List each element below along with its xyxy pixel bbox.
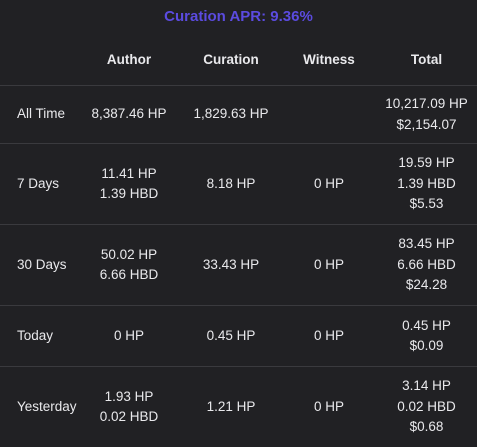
curation-value: 1,829.63 HP — [180, 104, 282, 125]
total-cell: 3.14 HP 0.02 HBD $0.68 — [376, 367, 477, 447]
table-row-today: Today 0 HP 0.45 HP 0 HP 0.45 HP $0.09 — [0, 306, 477, 367]
author-cell: 50.02 HP 6.66 HBD — [78, 225, 180, 306]
curation-value: 0.45 HP — [180, 326, 282, 347]
author-cell: 11.41 HP 1.39 HBD — [78, 144, 180, 225]
curation-value: 1.21 HP — [180, 397, 282, 418]
total-value-hp: 10,217.09 HP — [376, 94, 477, 115]
witness-value: 0 HP — [282, 397, 376, 418]
author-value-hbd: 1.39 HBD — [78, 184, 180, 205]
table-header-row: Author Curation Witness Total — [0, 33, 477, 86]
total-value-hbd: 0.02 HBD — [376, 397, 477, 418]
table-row-7-days: 7 Days 11.41 HP 1.39 HBD 8.18 HP 0 HP 19… — [0, 144, 477, 225]
total-cell: 83.45 HP 6.66 HBD $24.28 — [376, 225, 477, 306]
total-value-hp: 19.59 HP — [376, 153, 477, 174]
author-value-hbd: 6.66 HBD — [78, 265, 180, 286]
column-header-author: Author — [78, 33, 180, 86]
witness-cell: 0 HP — [282, 144, 376, 225]
total-value-hp: 0.45 HP — [376, 316, 477, 337]
column-header-label — [0, 33, 78, 86]
total-cell: 19.59 HP 1.39 HBD $5.53 — [376, 144, 477, 225]
author-value: 8,387.46 HP — [78, 104, 180, 125]
total-value-usd: $2,154.07 — [376, 115, 477, 136]
total-value-hp: 83.45 HP — [376, 234, 477, 255]
author-value-hp: 1.93 HP — [78, 387, 180, 408]
curation-value: 33.43 HP — [180, 255, 282, 276]
author-cell: 8,387.46 HP — [78, 86, 180, 144]
author-cell: 1.93 HP 0.02 HBD — [78, 367, 180, 447]
curation-cell: 0.45 HP — [180, 306, 282, 367]
witness-value: 0 HP — [282, 255, 376, 276]
rewards-table: Author Curation Witness Total All Time 8… — [0, 33, 477, 447]
row-label: Today — [0, 306, 78, 367]
column-header-curation: Curation — [180, 33, 282, 86]
total-value-usd: $5.53 — [376, 194, 477, 215]
witness-value: 0 HP — [282, 326, 376, 347]
row-label: 30 Days — [0, 225, 78, 306]
total-value-hbd: 6.66 HBD — [376, 255, 477, 276]
total-value-usd: $0.68 — [376, 417, 477, 438]
author-value-hbd: 0.02 HBD — [78, 407, 180, 428]
witness-cell — [282, 86, 376, 144]
curation-cell: 8.18 HP — [180, 144, 282, 225]
row-label: Yesterday — [0, 367, 78, 447]
total-value-usd: $0.09 — [376, 336, 477, 357]
table-row-30-days: 30 Days 50.02 HP 6.66 HBD 33.43 HP 0 HP … — [0, 225, 477, 306]
total-value-hp: 3.14 HP — [376, 376, 477, 397]
total-cell: 0.45 HP $0.09 — [376, 306, 477, 367]
author-value-hp: 11.41 HP — [78, 164, 180, 185]
table-row-all-time: All Time 8,387.46 HP 1,829.63 HP 10,217.… — [0, 86, 477, 144]
curation-cell: 1,829.63 HP — [180, 86, 282, 144]
curation-value: 8.18 HP — [180, 174, 282, 195]
curation-cell: 33.43 HP — [180, 225, 282, 306]
table-row-yesterday: Yesterday 1.93 HP 0.02 HBD 1.21 HP 0 HP … — [0, 367, 477, 447]
row-label: All Time — [0, 86, 78, 144]
witness-value: 0 HP — [282, 174, 376, 195]
column-header-witness: Witness — [282, 33, 376, 86]
curation-cell: 1.21 HP — [180, 367, 282, 447]
author-value-hp: 50.02 HP — [78, 245, 180, 266]
witness-cell: 0 HP — [282, 225, 376, 306]
total-value-usd: $24.28 — [376, 275, 477, 296]
total-cell: 10,217.09 HP $2,154.07 — [376, 86, 477, 144]
total-value-hbd: 1.39 HBD — [376, 174, 477, 195]
witness-cell: 0 HP — [282, 367, 376, 447]
column-header-total: Total — [376, 33, 477, 86]
author-cell: 0 HP — [78, 306, 180, 367]
curation-apr-title: Curation APR: 9.36% — [0, 0, 477, 33]
author-value: 0 HP — [78, 326, 180, 347]
witness-cell: 0 HP — [282, 306, 376, 367]
row-label: 7 Days — [0, 144, 78, 225]
